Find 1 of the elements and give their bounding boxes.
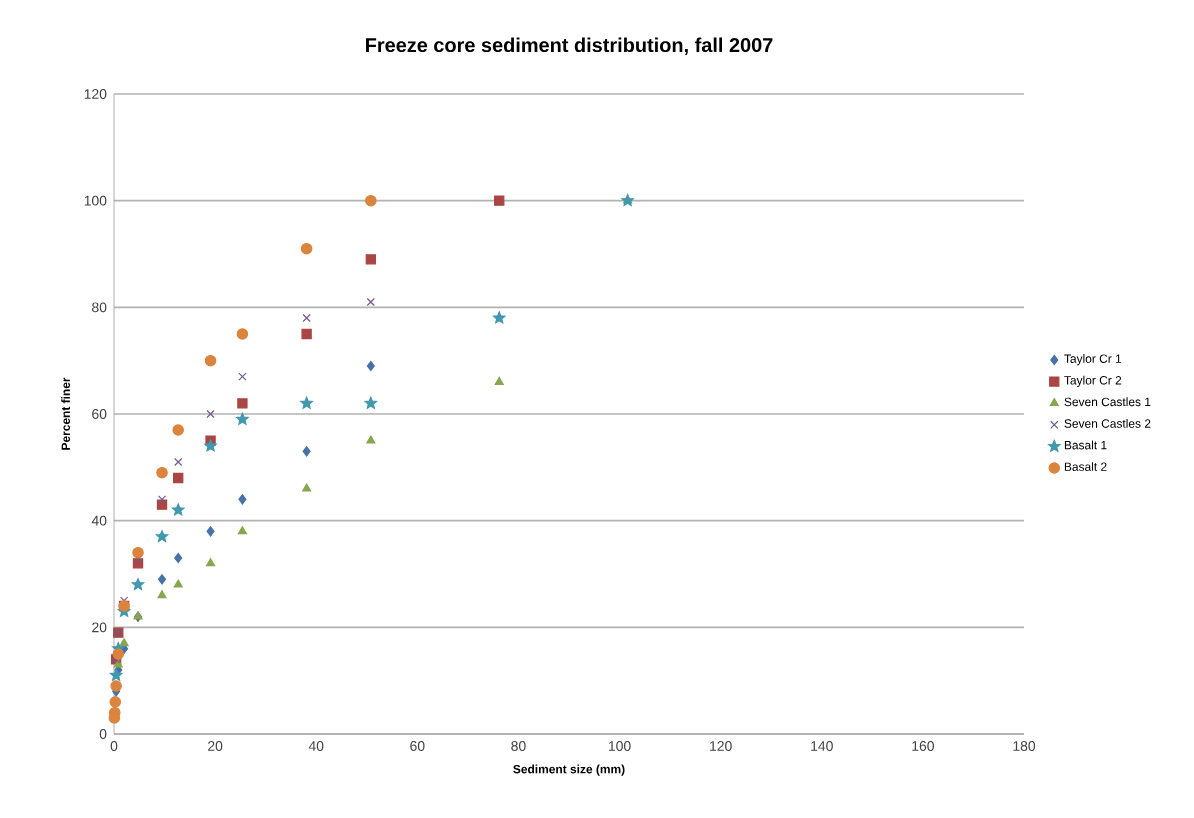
chart-title: Freeze core sediment distribution, fall 2007 [366, 37, 773, 56]
